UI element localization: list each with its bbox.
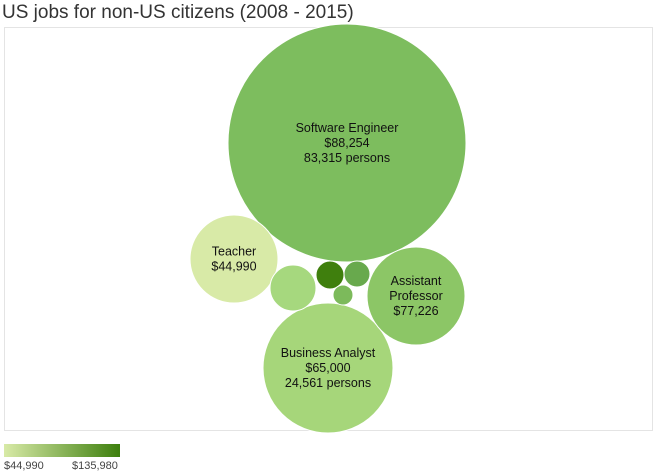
bubble-teacher[interactable] [189,214,279,304]
chart-title: US jobs for non-US citizens (2008 - 2015… [2,2,354,23]
bubble-business-analyst[interactable] [262,302,394,434]
bubble-label: $44,990 [211,260,256,274]
bubble-label: Professor [389,289,443,303]
bubble-label: Business Analyst [281,346,376,360]
bubble-unlabeled[interactable] [269,264,317,312]
bubble-label: Software Engineer [296,121,399,135]
bubble-unlabeled[interactable] [315,260,345,290]
bubble-unlabeled[interactable] [343,260,371,288]
color-scale-legend [4,444,120,457]
bubble-assistant-professor[interactable] [366,246,466,346]
bubble-label: $77,226 [393,304,438,318]
bubble-label: $65,000 [305,361,350,375]
bubble-label: 83,315 persons [304,151,390,165]
bubble-label: $88,254 [324,136,369,150]
bubble-unlabeled[interactable] [332,284,354,306]
bubble-label: Assistant [391,274,442,288]
bubble-label: 24,561 persons [285,376,371,390]
legend-min-label: $44,990 [4,460,44,472]
bubble-label: Teacher [212,245,256,259]
legend-max-label: $135,980 [72,460,118,472]
bubble-software-engineer[interactable] [227,23,467,263]
